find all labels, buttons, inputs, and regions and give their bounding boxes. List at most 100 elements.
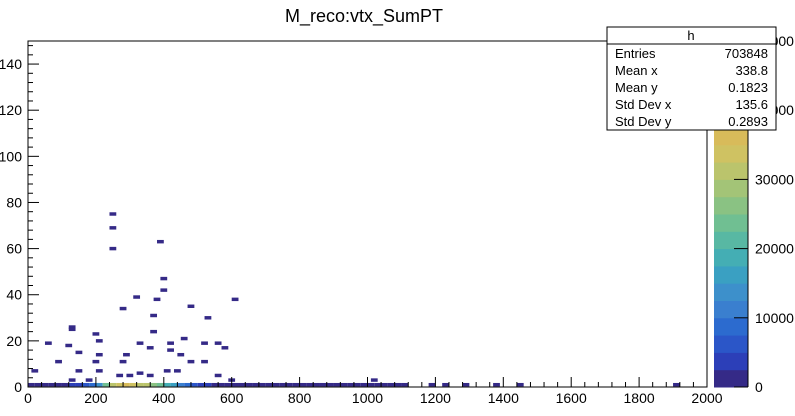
stats-label: Std Dev y	[615, 114, 672, 129]
heatmap-cell	[201, 359, 208, 364]
chart-title: M_reco:vtx_SumPT	[285, 6, 443, 27]
color-scale-band	[714, 352, 748, 371]
heatmap-cell	[146, 346, 154, 350]
y-tick-label: 20	[6, 333, 22, 349]
heatmap-cell	[367, 382, 375, 387]
z-tick-label: 10000	[755, 310, 794, 326]
heatmap-cell	[102, 382, 110, 387]
heatmap-cell	[55, 359, 62, 364]
heatmap-cell	[347, 382, 354, 387]
heatmap-cell	[387, 382, 395, 387]
heatmap-cell	[374, 382, 382, 387]
heatmap-cell	[41, 382, 49, 387]
heatmap-cell	[170, 382, 178, 387]
heatmap-cell	[204, 382, 212, 387]
heatmap-cell	[493, 382, 500, 387]
heatmap-cell	[214, 341, 222, 345]
stats-label: Std Dev x	[615, 97, 672, 112]
heatmap-cell	[292, 382, 300, 387]
heatmap-cell	[119, 306, 127, 311]
heatmap-cell	[265, 382, 273, 387]
heatmap-cell	[65, 343, 73, 348]
heatmap-cell	[68, 325, 76, 329]
heatmap-cell	[68, 382, 76, 387]
plot-frame	[27, 40, 708, 388]
heatmap-cell	[126, 373, 134, 378]
heatmap-cell	[442, 382, 449, 387]
heatmap-cell	[150, 313, 158, 318]
heatmap-cell	[61, 382, 69, 387]
heatmap-cell	[306, 382, 314, 387]
stats-label: Entries	[615, 46, 656, 61]
heatmap-cells	[28, 212, 680, 387]
heatmap-cell	[109, 212, 117, 216]
heatmap-cell	[252, 382, 259, 387]
heatmap-cell	[238, 382, 246, 387]
heatmap-cell	[95, 352, 103, 357]
heatmap-cell	[68, 378, 76, 382]
heatmap-cell	[136, 382, 144, 387]
heatmap-cell	[258, 382, 266, 387]
heatmap-cell	[272, 382, 280, 387]
x-tick-label: 1200	[420, 390, 451, 406]
heatmap-cell	[167, 348, 174, 352]
heatmap-cell	[133, 295, 141, 299]
heatmap-cell	[109, 226, 117, 230]
heatmap-cell	[55, 382, 62, 387]
heatmap-cell	[146, 373, 154, 378]
z-tick-label: 30000	[755, 171, 794, 187]
heatmap-cell	[187, 359, 195, 364]
x-tick-label: 1800	[624, 390, 655, 406]
heatmap-cell	[224, 382, 232, 387]
y-tick-label: 140	[0, 56, 22, 72]
heatmap-cell	[68, 327, 76, 332]
color-scale-band	[714, 214, 748, 232]
color-scale-band	[714, 265, 748, 284]
heatmap-cell	[214, 373, 222, 378]
heatmap-cell	[167, 341, 174, 345]
x-tick-label: 200	[84, 390, 108, 406]
color-scale-band	[714, 196, 748, 215]
stats-rows: Entries 703848 Mean x 338.8 Mean y 0.1823 Std …	[615, 46, 768, 129]
stats-label: Mean y	[615, 80, 658, 95]
heatmap-cell	[82, 382, 90, 387]
x-tick-label: 0	[24, 390, 32, 406]
y-tick-label: 60	[6, 241, 22, 257]
heatmap-cell	[163, 369, 171, 373]
heatmap-cell	[190, 382, 198, 387]
heatmap-cell	[177, 352, 185, 357]
heatmap-cell	[221, 346, 229, 350]
x-tick-label: 2000	[691, 390, 722, 406]
color-scale-band	[714, 369, 748, 388]
heatmap-cell	[136, 341, 144, 345]
heatmap-cell	[201, 341, 208, 345]
heatmap-cell	[48, 382, 56, 387]
color-scale-band	[714, 300, 748, 319]
heatmap-cell	[180, 336, 188, 341]
heatmap-cell	[319, 382, 327, 387]
heatmap-cell	[340, 382, 348, 387]
heatmap-cell	[123, 382, 130, 387]
heatmap-cell	[92, 332, 100, 336]
heatmap-cell	[150, 382, 158, 387]
heatmap-cell	[95, 382, 103, 387]
heatmap-cell	[92, 359, 100, 364]
heatmap-cell	[123, 352, 130, 357]
heatmap-cell	[326, 382, 334, 387]
heatmap-cell	[160, 276, 168, 281]
heatmap-cell	[173, 369, 181, 373]
heatmap-cell	[153, 297, 161, 302]
heatmap-cell	[187, 304, 195, 308]
heatmap-cell	[177, 382, 185, 387]
heatmap-cell	[204, 316, 212, 320]
heatmap-cell	[211, 382, 219, 387]
y-tick-label: 100	[0, 148, 22, 164]
axes: 0 200 400 600 800 1000 1200 1400 1600 1800 2000 0 20…	[0, 45, 723, 406]
heatmap-cell	[381, 382, 388, 387]
heatmap-cell	[109, 246, 117, 251]
stats-value: 0.2893	[728, 114, 768, 129]
heatmap-cell	[231, 382, 239, 387]
heatmap-cell	[44, 341, 52, 345]
color-scale-band	[714, 283, 748, 301]
